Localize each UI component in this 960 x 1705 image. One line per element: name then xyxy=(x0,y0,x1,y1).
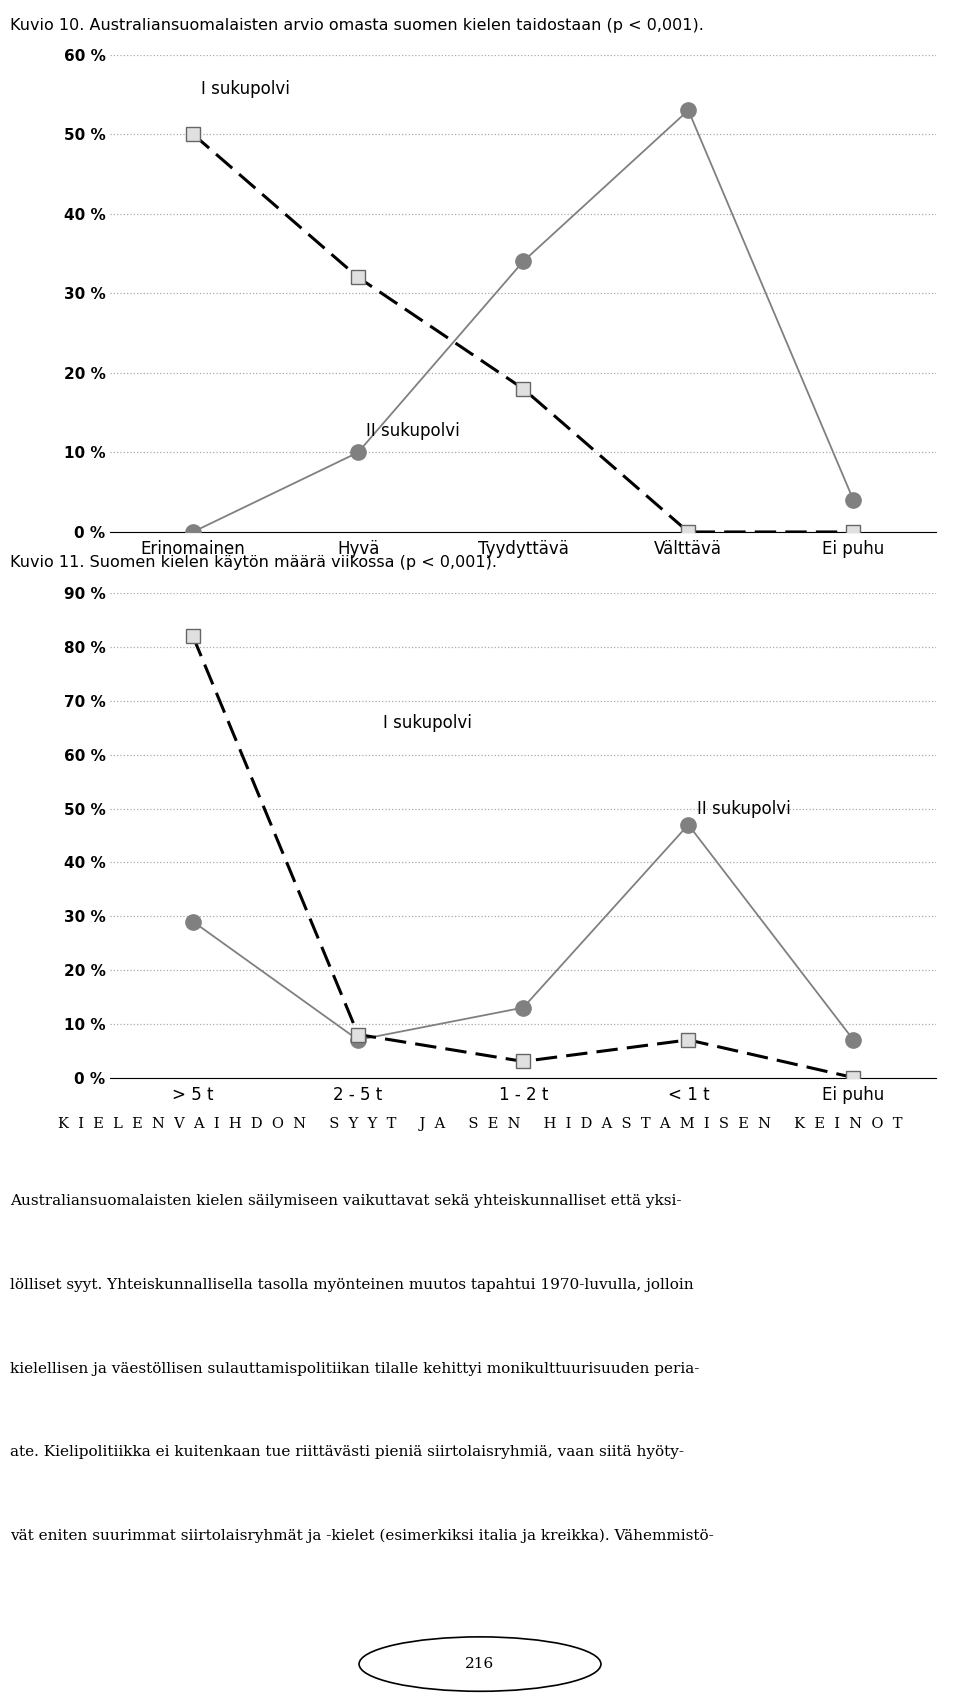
Text: lölliset syyt. Yhteiskunnallisella tasolla myönteinen muutos tapahtui 1970-luvul: lölliset syyt. Yhteiskunnallisella tasol… xyxy=(10,1279,693,1292)
Text: ate. Kielipolitiikka ei kuitenkaan tue riittävästi pieniä siirtolaisryhmiä, vaan: ate. Kielipolitiikka ei kuitenkaan tue r… xyxy=(10,1446,684,1459)
Text: II sukupolvi: II sukupolvi xyxy=(367,423,460,440)
Text: K  I  E  L  E  N  V  A  I  H  D  O  N     S  Y  Y  T     J  A     S  E  N     H : K I E L E N V A I H D O N S Y Y T J A S … xyxy=(58,1117,902,1130)
Text: kielellisen ja väestöllisen sulauttamispolitiikan tilalle kehittyi monikulttuuri: kielellisen ja väestöllisen sulauttamisp… xyxy=(10,1362,699,1376)
Text: Kuvio 10. Australiansuomalaisten arvio omasta suomen kielen taidostaan (p < 0,00: Kuvio 10. Australiansuomalaisten arvio o… xyxy=(10,19,704,32)
Text: I sukupolvi: I sukupolvi xyxy=(202,80,290,99)
Text: II sukupolvi: II sukupolvi xyxy=(697,800,790,818)
Text: vät eniten suurimmat siirtolaisryhmät ja -kielet (esimerkiksi italia ja kreikka): vät eniten suurimmat siirtolaisryhmät ja… xyxy=(10,1529,713,1543)
Text: Australiansuomalaisten kielen säilymiseen vaikuttavat sekä yhteiskunnalliset ett: Australiansuomalaisten kielen säilymisee… xyxy=(10,1194,681,1209)
Text: 216: 216 xyxy=(466,1657,494,1671)
Text: I sukupolvi: I sukupolvi xyxy=(383,714,471,731)
Text: Kuvio 11. Suomen kielen käytön määrä viikossa (p < 0,001).: Kuvio 11. Suomen kielen käytön määrä vii… xyxy=(10,556,496,569)
